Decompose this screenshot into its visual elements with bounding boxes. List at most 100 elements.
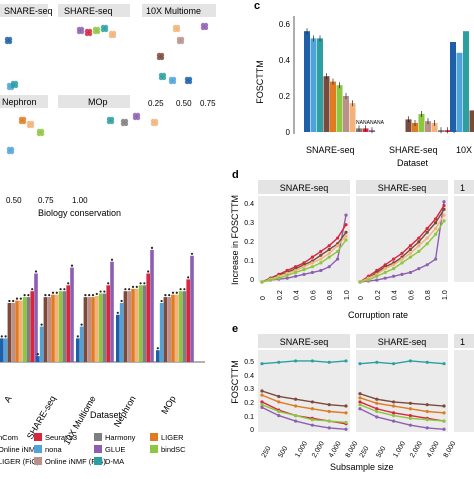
dataset-bar-point [128, 288, 130, 290]
dataset-bar-point [84, 294, 86, 296]
series-point [392, 267, 395, 270]
e-plot-bg-third [454, 350, 474, 432]
dataset-bar-point [132, 286, 134, 288]
c-facet-share: SHARE-seq [389, 145, 438, 155]
d-xtick-label: 0.6 [408, 290, 415, 300]
dataset-bar-point [96, 293, 98, 295]
dataset-bar [19, 301, 23, 362]
d-xtick-label: 0.6 [310, 290, 317, 300]
scatter-point [160, 56, 164, 60]
series-point [328, 256, 331, 259]
series-point [294, 359, 297, 362]
e-facet-third: 1 [460, 337, 465, 347]
dataset-bar [183, 291, 187, 362]
series-point [384, 267, 387, 270]
series-point [375, 275, 378, 278]
series-point [400, 261, 403, 264]
dataset-bar [59, 291, 63, 362]
dataset-bar-point [187, 276, 189, 278]
dataset-bar [30, 291, 34, 362]
series-point [277, 414, 280, 417]
dataset-bar [164, 297, 168, 362]
panel-letter-c: c [254, 0, 260, 12]
dataset-bar [135, 289, 139, 362]
d-xtick-label: 0.2 [375, 290, 382, 300]
e-xtick-label: 250 [359, 445, 371, 459]
dataset-bar [27, 297, 31, 362]
c-facet-snare: SNARE-seq [306, 145, 355, 155]
dataset-bar [11, 303, 15, 362]
dataset-bar-point [121, 300, 123, 302]
series-point [442, 204, 445, 207]
series-point [392, 362, 395, 365]
c-na-4: NA [377, 120, 385, 126]
panel-c: c FOSCTTM 0 0.2 0.4 0.6 NA NA NA NA SNAR… [254, 0, 474, 168]
series-point [319, 254, 322, 257]
dataset-bar-point [100, 290, 102, 292]
series-point [277, 277, 280, 280]
dataset-bar [116, 315, 120, 362]
c-bars [304, 28, 474, 133]
series-point [294, 414, 297, 417]
series-point [409, 417, 412, 420]
scatter-point [88, 32, 92, 36]
series-point [319, 269, 322, 272]
dataset-bar [106, 285, 110, 362]
c-bar [470, 110, 474, 132]
series-point [400, 273, 403, 276]
dataset-bar [171, 295, 175, 362]
series-point [328, 265, 331, 268]
dataset-bar-point [176, 292, 178, 294]
d-plot-bg-third [454, 196, 474, 282]
dataset-bar-point [71, 265, 73, 267]
inset-tick-3: 0.75 [200, 99, 216, 108]
series-point [344, 359, 347, 362]
scatter-point [188, 80, 192, 84]
dataset-bar [87, 297, 91, 362]
series-point [358, 280, 361, 283]
facet-label-nephron: Nephron [2, 97, 37, 107]
c-facet-10x: 10X [456, 145, 472, 155]
scatter-point [162, 76, 166, 80]
legend-swatch [150, 445, 158, 453]
series-point [426, 231, 429, 234]
series-point [311, 407, 314, 410]
series-point [344, 421, 347, 424]
series-point [294, 419, 297, 422]
dataset-bar-point [191, 253, 193, 255]
c-ytick-0: 0 [286, 128, 291, 137]
series-point [344, 411, 347, 414]
scatter-point [40, 132, 44, 136]
dataset-bar-point [48, 294, 50, 296]
dataset-bar [131, 289, 135, 362]
series-point [409, 424, 412, 427]
series-point [442, 200, 445, 203]
series-point [302, 268, 305, 271]
dataset-bar [84, 297, 88, 362]
dataset-bar [179, 291, 183, 362]
e-facet-snare: SNARE-seq [280, 337, 329, 347]
dataset-bar [55, 295, 59, 362]
dataset-bar-point [161, 300, 163, 302]
series-point [294, 271, 297, 274]
series-point [400, 252, 403, 255]
legend-label: nona [45, 445, 63, 454]
e-xtick-label: 4,000 [426, 440, 441, 459]
bl-cat-5: MOp [159, 394, 177, 416]
dataset-bar [99, 294, 103, 362]
dataset-bar [146, 274, 150, 363]
series-point [311, 256, 314, 259]
scatter-point [30, 124, 34, 128]
facet-label-10x: 10X Multiome [146, 6, 201, 16]
scatter-point [180, 40, 184, 44]
series-point [409, 244, 412, 247]
d-ytick-1: 0.1 [244, 258, 254, 265]
d-facet-third: 1 [460, 183, 465, 193]
dataset-bar [0, 338, 4, 362]
series-point [434, 257, 437, 260]
dataset-bar-point [147, 270, 149, 272]
c-bar [317, 38, 323, 132]
x-tick-3: 1.00 [72, 196, 88, 205]
dataset-bar-point [67, 282, 69, 284]
